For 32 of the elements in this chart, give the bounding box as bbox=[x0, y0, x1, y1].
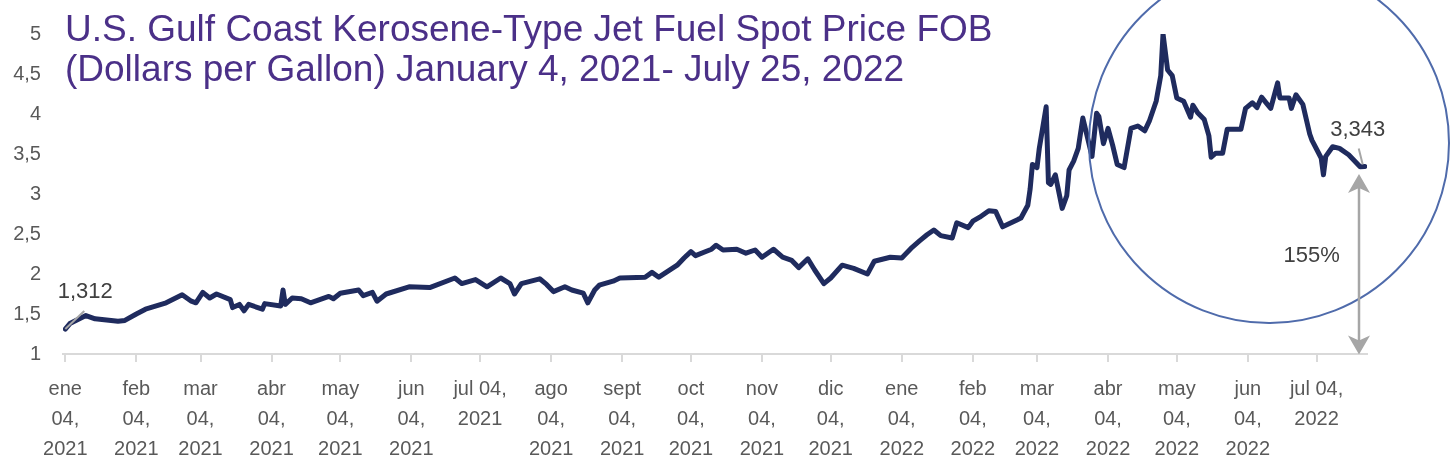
x-tick-label: abr 04, 2022 bbox=[1085, 376, 1131, 459]
x-tick-label: feb 04, 2021 bbox=[114, 376, 159, 459]
chart-title: U.S. Gulf Coast Kerosene-Type Jet Fuel Spot Price FOB (Dollars per Gallon) January 4, 2021- July 25, 2022 bbox=[65, 8, 994, 89]
y-tick-label: 4 bbox=[29, 101, 41, 124]
x-tick-label: ago 04, 2021 bbox=[528, 376, 574, 459]
x-tick-label: sept 04, 2021 bbox=[599, 376, 645, 459]
annotation: 3,343 bbox=[1330, 115, 1386, 141]
x-tick-label: jun 04, 2021 bbox=[389, 376, 434, 459]
x-tick-label: jun 04, 2022 bbox=[1225, 376, 1271, 459]
y-tick-label: 3,5 bbox=[13, 141, 41, 164]
y-tick-label: 2,5 bbox=[13, 221, 41, 244]
y-tick-label: 1,5 bbox=[13, 301, 41, 324]
annotation: 155% bbox=[1283, 241, 1340, 267]
x-tick-label: abr 04, 2021 bbox=[249, 376, 294, 459]
x-tick-label: may 04, 2021 bbox=[318, 376, 363, 459]
x-tick-label: oct 04, 2021 bbox=[668, 376, 714, 459]
y-tick-label: 1 bbox=[29, 341, 41, 364]
y-tick-label: 3 bbox=[29, 181, 41, 204]
x-tick-label: jul 04, 2022 bbox=[1288, 376, 1344, 429]
x-tick-label: feb 04, 2022 bbox=[950, 376, 996, 459]
annotation: 1,312 bbox=[57, 278, 113, 304]
x-tick-label: nov 04, 2021 bbox=[739, 376, 785, 459]
x-tick-label: mar 04, 2022 bbox=[1014, 376, 1060, 459]
y-tick-label: 4,5 bbox=[13, 61, 41, 84]
x-tick-label: may 04, 2022 bbox=[1154, 376, 1200, 459]
x-tick-label: dic 04, 2021 bbox=[808, 376, 853, 459]
x-tick-label: ene 04, 2021 bbox=[43, 376, 88, 459]
y-tick-label: 5 bbox=[29, 21, 41, 44]
x-tick-label: ene 04, 2022 bbox=[879, 376, 925, 459]
y-tick-label: 2 bbox=[29, 261, 41, 284]
x-tick-label: jul 04, 2021 bbox=[452, 376, 507, 429]
x-tick-label: mar 04, 2021 bbox=[178, 376, 223, 459]
